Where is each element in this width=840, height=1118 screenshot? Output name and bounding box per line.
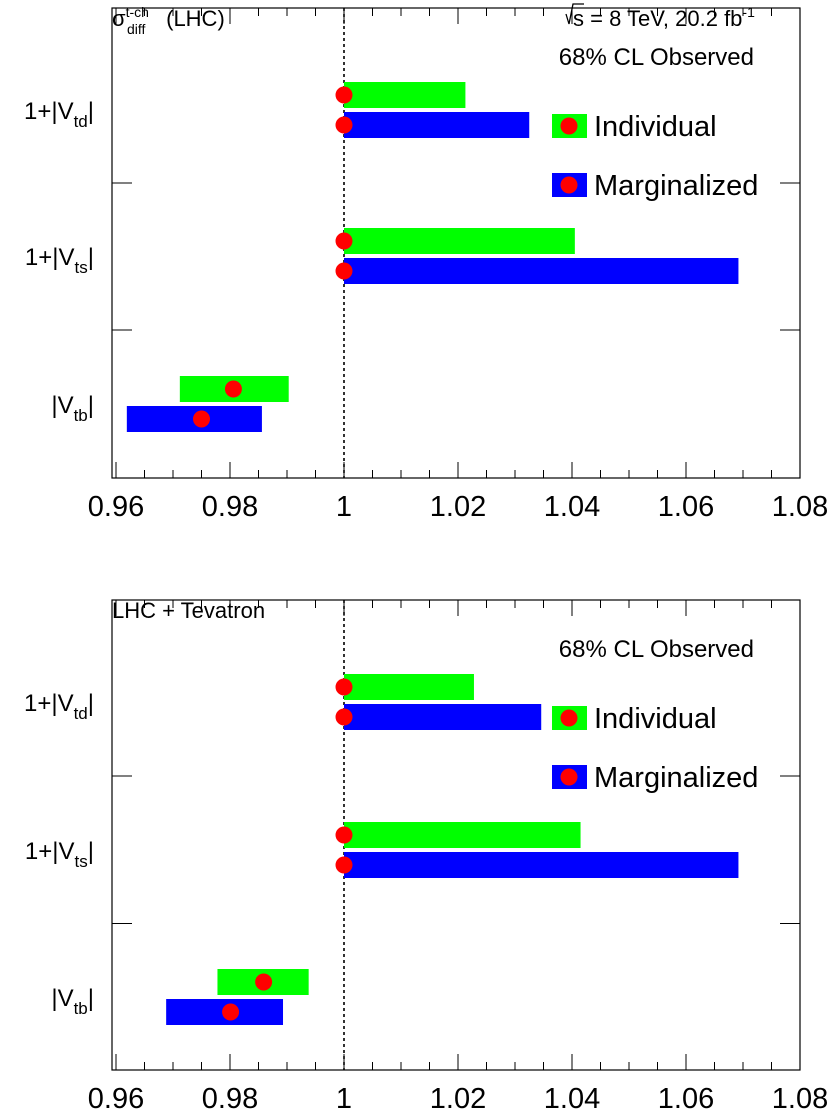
x-tick-label: 1.04 bbox=[544, 1083, 600, 1115]
x-tick-label: 1 bbox=[336, 1083, 352, 1115]
marginalized-central-marker bbox=[222, 1003, 240, 1021]
category-label: 1+|Vts| bbox=[25, 838, 94, 871]
plot-frame bbox=[111, 7, 801, 479]
legend-marker bbox=[560, 176, 578, 194]
plot-frame bbox=[111, 599, 801, 1071]
legend-label: Marginalized bbox=[594, 762, 758, 794]
x-tick-label: 1.06 bbox=[658, 491, 714, 523]
marginalized-interval-bar bbox=[344, 704, 542, 730]
marginalized-central-marker bbox=[335, 116, 353, 134]
x-tick-label: 0.96 bbox=[88, 1083, 144, 1115]
x-tick-label: 0.98 bbox=[202, 491, 258, 523]
energy-label: s = 8 TeV, 20.2 fb-1 bbox=[573, 4, 755, 31]
panel-title: σt-ch diff (LHC) bbox=[112, 4, 225, 37]
x-tick-label: 1.02 bbox=[430, 1083, 486, 1115]
x-tick-label: 0.98 bbox=[202, 1083, 258, 1115]
cl-annotation: 68% CL Observed bbox=[559, 636, 754, 663]
individual-central-marker bbox=[335, 678, 353, 696]
legend-label: Individual bbox=[594, 703, 717, 735]
legend-label: Marginalized bbox=[594, 170, 758, 202]
individual-central-marker bbox=[335, 826, 353, 844]
category-label: 1+|Vtd| bbox=[24, 690, 94, 723]
legend-label: Individual bbox=[594, 111, 717, 143]
individual-interval-bar bbox=[344, 82, 466, 108]
x-tick-label: 1.04 bbox=[544, 491, 600, 523]
individual-central-marker bbox=[255, 973, 273, 991]
legend-marker bbox=[560, 768, 578, 786]
x-tick-label: 1.06 bbox=[658, 1083, 714, 1115]
category-label: |Vtb| bbox=[51, 392, 94, 425]
category-label: 1+|Vts| bbox=[25, 244, 94, 277]
sqrt-sign bbox=[565, 3, 584, 25]
cl-annotation: 68% CL Observed bbox=[559, 44, 754, 71]
individual-central-marker bbox=[224, 380, 242, 398]
individual-interval-bar bbox=[344, 822, 581, 848]
legend-marker bbox=[560, 709, 578, 727]
x-tick-label: 1 bbox=[336, 491, 352, 523]
category-label: 1+|Vtd| bbox=[24, 98, 94, 131]
individual-central-marker bbox=[335, 232, 353, 250]
marginalized-central-marker bbox=[335, 708, 353, 726]
x-tick-label: 1.08 bbox=[772, 491, 828, 523]
marginalized-central-marker bbox=[335, 262, 353, 280]
marginalized-interval-bar bbox=[344, 852, 739, 878]
individual-interval-bar bbox=[344, 674, 474, 700]
individual-interval-bar bbox=[344, 228, 575, 254]
x-tick-label: 1.02 bbox=[430, 491, 486, 523]
marginalized-interval-bar bbox=[344, 112, 530, 138]
panel-title: LHC + Tevatron bbox=[112, 598, 265, 623]
individual-central-marker bbox=[335, 86, 353, 104]
marginalized-central-marker bbox=[335, 856, 353, 874]
marginalized-interval-bar bbox=[344, 258, 739, 284]
legend-marker bbox=[560, 117, 578, 135]
marginalized-central-marker bbox=[193, 410, 210, 428]
x-tick-label: 0.96 bbox=[88, 491, 144, 523]
x-tick-label: 1.08 bbox=[772, 1083, 828, 1115]
category-label: |Vtb| bbox=[51, 985, 94, 1018]
